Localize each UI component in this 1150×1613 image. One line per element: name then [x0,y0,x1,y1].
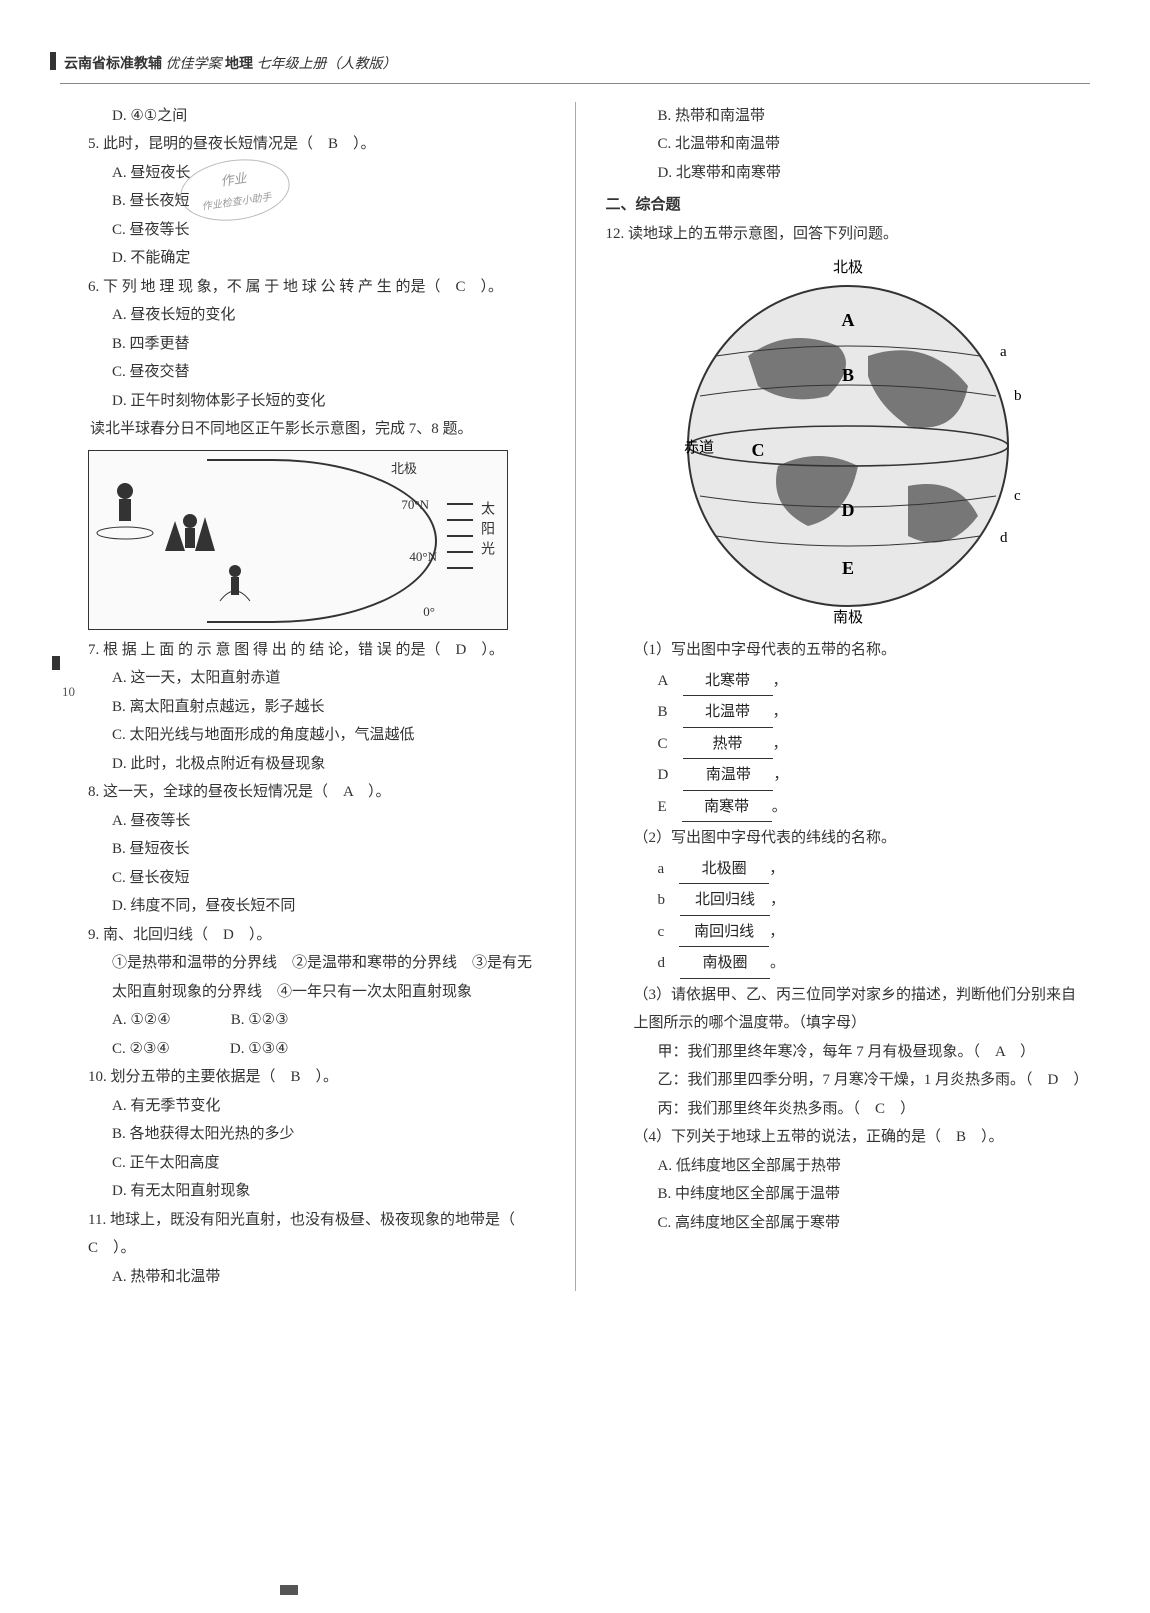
la-ans: 北极圈 [679,855,769,885]
left-column: D. ④①之间 5. 此时，昆明的昼夜长短情况是（ B ）。 A. 昼短夜长 B… [60,102,545,1292]
q10-d: D. 有无太阳直射现象 [60,1177,545,1206]
lb-ans: 北回归线 [680,886,770,916]
q7-b: B. 离太阳直射点越远，影子越长 [60,693,545,722]
a-label: A [658,673,668,689]
q6-c: C. 昼夜交替 [60,358,545,387]
side-mark [52,656,60,670]
q12-4-b: B. 中纬度地区全部属于温带 [606,1180,1091,1209]
q12-3-stem: （3）请依据甲、乙、丙三位同学对家乡的描述，判断他们分别来自上图所示的哪个温度带… [606,981,1091,1038]
header-subject: 地理 [225,57,253,72]
svg-text:E: E [842,558,854,578]
sun-ray-lines [447,489,473,583]
footer-tab [280,1585,298,1595]
q7-c: C. 太阳光线与地面形成的角度越小，气温越低 [60,721,545,750]
q12-2-stem: （2）写出图中字母代表的纬线的名称。 [606,824,1091,853]
q11-stem: 11. 地球上，既没有阳光直射，也没有极昼、极夜现象的地带是（ C ）。 [60,1206,545,1263]
b-label: B [658,704,668,720]
q7-stem: 7. 根 据 上 面 的 示 意 图 得 出 的 结 论，错 误 的是（ D ）… [60,636,545,665]
la-label: a [658,861,665,877]
header-grade: 七年级上册（人教版） [257,57,397,72]
d-ans: 南温带 [683,761,773,791]
svg-text:C: C [751,440,764,460]
e-ans: 南寒带 [682,793,772,823]
header-province: 云南省标准教辅 [64,57,162,72]
column-divider [575,102,576,1292]
q12-3-jia: 甲：我们那里终年寒冷，每年 7 月有极昼现象。（ A ） [606,1038,1091,1067]
q5-a: A. 昼短夜长 [60,159,545,188]
fig-equator: 0° [423,600,435,625]
svg-text:赤道: 赤道 [684,439,714,456]
lc-label: c [658,924,665,940]
svg-text:B: B [842,365,854,385]
q12-3-bing: 丙：我们那里终年炎热多雨。（ C ） [606,1095,1091,1124]
q10-b: B. 各地获得太阳光热的多少 [60,1120,545,1149]
lb-label: b [658,892,666,908]
lead-7-8: 读北半球春分日不同地区正午影长示意图，完成 7、8 题。 [60,415,545,444]
fig-40n: 40°N [409,545,437,570]
q8-stem: 8. 这一天，全球的昼夜长短情况是（ A ）。 [60,778,545,807]
q11-c: C. 北温带和南温带 [606,130,1091,159]
q10-stem: 10. 划分五带的主要依据是（ B ）。 [60,1063,545,1092]
q12-3-yi: 乙：我们那里四季分明，7 月寒冷干燥，1 月炎热多雨。（ D ） [606,1066,1091,1095]
e-label: E [658,799,667,815]
svg-text:南极: 南极 [833,609,863,626]
q11-d: D. 北寒带和南寒带 [606,159,1091,188]
d-label: D [658,767,669,783]
q12-4-a: A. 低纬度地区全部属于热带 [606,1152,1091,1181]
figure-shadow-diagram: 北极 70°N 40°N 0° 太阳光 [88,450,508,630]
q12-stem: 12. 读地球上的五带示意图，回答下列问题。 [606,220,1091,249]
q8-d: D. 纬度不同，昼夜长短不同 [60,892,545,921]
svg-text:D: D [841,500,854,520]
q11-a: A. 热带和北温带 [60,1263,545,1292]
q6-d: D. 正午时刻物体影子长短的变化 [60,387,545,416]
fig-sunlight: 太阳光 [472,501,499,561]
q5-stem: 5. 此时，昆明的昼夜长短情况是（ B ）。 [60,130,545,159]
globe-diagram: 北极 A B [606,256,1091,626]
svg-text:a: a [1000,344,1007,360]
q9-c: C. ②③④ [112,1035,170,1064]
right-column: B. 热带和南温带 C. 北温带和南温带 D. 北寒带和南寒带 二、综合题 12… [606,102,1091,1292]
svg-text:c: c [1014,488,1021,504]
q5-d: D. 不能确定 [60,244,545,273]
svg-text:d: d [1000,530,1008,546]
ld-label: d [658,955,666,971]
figure-people-icon [95,461,265,621]
a-ans: 北寒带 [683,667,773,697]
globe-north-label: 北极 [833,259,863,276]
section-2-title: 二、综合题 [606,191,1091,220]
q4-opt-d: D. ④①之间 [60,102,545,131]
fig-north-pole: 北极 [391,457,417,482]
q9-body: ①是热带和温带的分界线 ②是温带和寒带的分界线 ③是有无太阳直射现象的分界线 ④… [60,949,545,1006]
c-label: C [658,736,668,752]
q5-c: C. 昼夜等长 [60,216,545,245]
q10-a: A. 有无季节变化 [60,1092,545,1121]
q10-c: C. 正午太阳高度 [60,1149,545,1178]
c-ans: 热带 [683,730,773,760]
q12-1-stem: （1）写出图中字母代表的五带的名称。 [606,636,1091,665]
q11-b: B. 热带和南温带 [606,102,1091,131]
page-header: 云南省标准教辅 优佳学案 地理 七年级上册（人教版） [60,50,1090,84]
q8-b: B. 昼短夜长 [60,835,545,864]
q6-a: A. 昼夜长短的变化 [60,301,545,330]
q9-stem: 9. 南、北回归线（ D ）。 [60,921,545,950]
q5-b: B. 昼长夜短 [60,187,545,216]
q8-c: C. 昼长夜短 [60,864,545,893]
svg-text:A: A [841,310,854,330]
q6-stem: 6. 下 列 地 理 现 象，不 属 于 地 球 公 转 产 生 的是（ C ）… [60,273,545,302]
svg-text:b: b [1014,388,1022,404]
q9-d: D. ①③④ [230,1035,289,1064]
header-series: 优佳学案 [166,57,222,72]
ld-ans: 南极圈 [680,949,770,979]
b-ans: 北温带 [683,698,773,728]
q12-4-c: C. 高纬度地区全部属于寒带 [606,1209,1091,1238]
q7-a: A. 这一天，太阳直射赤道 [60,664,545,693]
q9-b: B. ①②③ [231,1006,289,1035]
q8-a: A. 昼夜等长 [60,807,545,836]
lc-ans: 南回归线 [679,918,769,948]
q6-b: B. 四季更替 [60,330,545,359]
q7-d: D. 此时，北极点附近有极昼现象 [60,750,545,779]
q9-a: A. ①②④ [112,1006,171,1035]
q12-4-stem: （4）下列关于地球上五带的说法，正确的是（ B ）。 [606,1123,1091,1152]
fig-70n: 70°N [401,493,429,518]
